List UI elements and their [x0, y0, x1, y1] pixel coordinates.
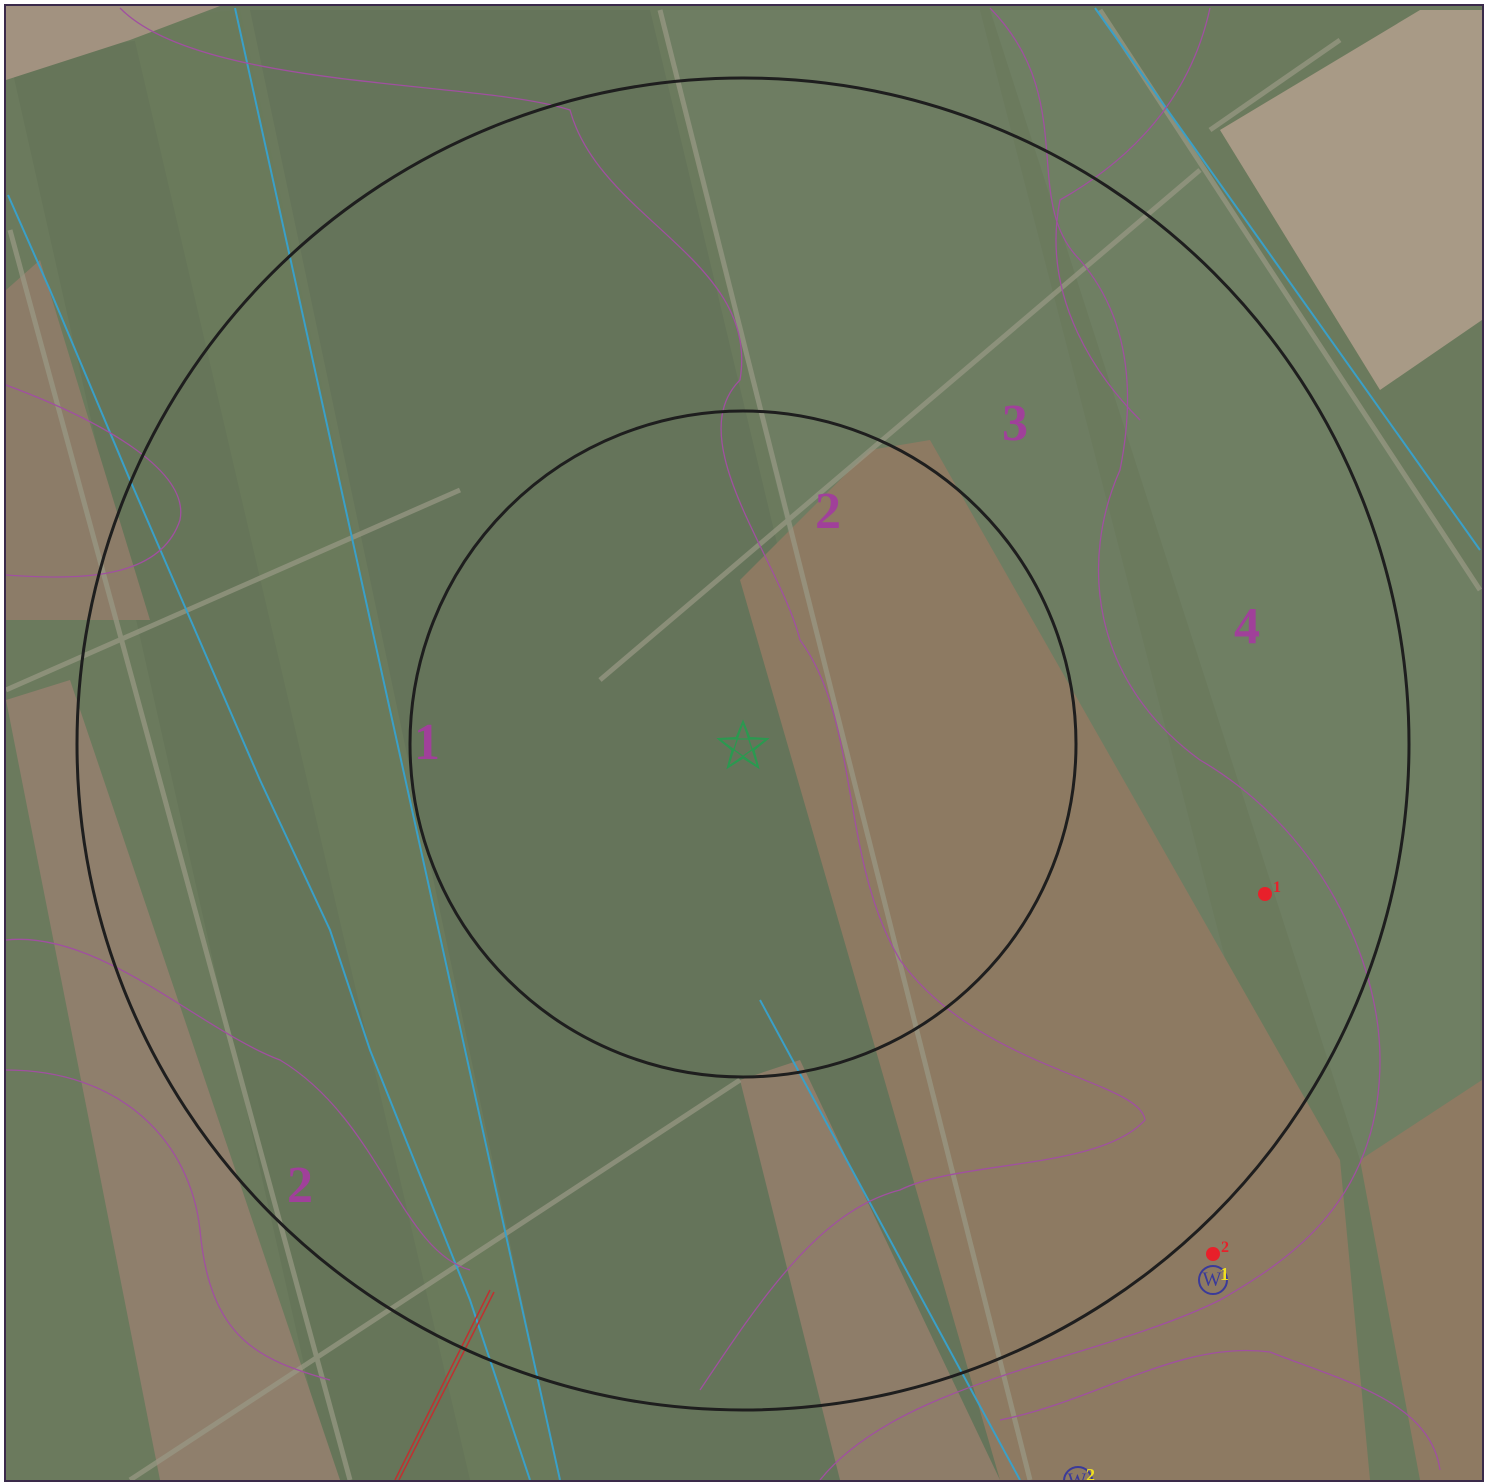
field-bare	[1220, 10, 1482, 390]
well-label: 2	[1086, 1465, 1095, 1484]
streams	[7, 7, 1481, 1480]
pipeline	[394, 1289, 495, 1480]
field	[10, 40, 480, 1480]
zone-label: 1	[414, 714, 440, 771]
sample-point	[1206, 1247, 1220, 1261]
tracks	[6, 8, 1482, 1480]
field-bare	[6, 680, 340, 1480]
well-symbol	[1063, 1466, 1093, 1480]
field-bare	[1360, 1080, 1482, 1480]
well-letter: W	[1068, 1470, 1087, 1484]
field	[990, 10, 1480, 1160]
zone-label: 2	[287, 1157, 313, 1214]
well-letter: W	[1203, 1269, 1222, 1291]
field	[130, 10, 560, 1480]
field-bare	[740, 440, 1370, 1480]
buffer-ring-outer	[75, 76, 1411, 1412]
map-frame	[4, 4, 1484, 1482]
field-bare	[740, 1060, 1000, 1480]
sample-point-label: 2	[1221, 1239, 1229, 1256]
well-label: 1	[1220, 1264, 1229, 1284]
contours	[6, 7, 1441, 1480]
sample-point-label: 1	[1273, 879, 1281, 896]
zone-label: 4	[1234, 598, 1260, 655]
well-symbol	[1198, 1265, 1228, 1295]
zone-label: 3	[1002, 395, 1028, 452]
field-bare	[6, 6, 220, 80]
site-star-lines	[717, 720, 769, 769]
sample-point	[1258, 887, 1272, 901]
buffer-ring-inner	[408, 409, 1078, 1079]
zone-label: 2	[815, 483, 841, 540]
